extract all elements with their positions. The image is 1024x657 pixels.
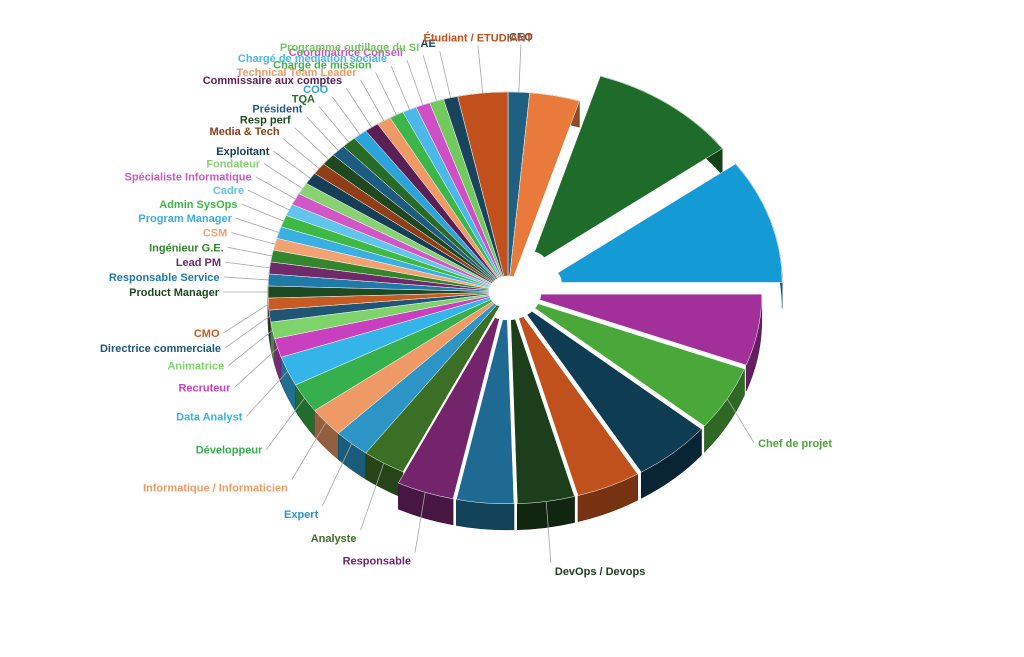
slice-label-19: CMO [194,328,220,340]
pie-slice-43 [457,91,509,277]
slice-label-35: COO [303,84,329,96]
pie-slice-8 [510,318,575,504]
leader-line-13 [291,422,327,480]
slice-label-5: Chef de projet [758,438,832,450]
slice-label-39: Chargé de médiation sociale [238,53,387,65]
slice-label-40: Coordinatrice Conseil [289,47,403,59]
leader-line-11 [360,463,385,531]
slice-label-31: Media & Tech [210,126,280,138]
pie-slice-6 [526,310,702,473]
slice-label-8: DevOps / Devops [555,566,645,578]
slice-label-42: AE [421,38,436,50]
pie-leader-lines [223,44,755,564]
slice-label-14: Développeur [196,444,263,456]
leader-line-12 [321,443,352,507]
pie-slice-9 [456,319,515,505]
pie-slice-5 [534,303,745,427]
leader-line-8 [545,501,552,564]
slice-label-18: Directrice commerciale [100,343,221,355]
slice-label-28: Spécialiste Informatique [124,172,251,184]
slice-label-25: Program Manager [138,213,232,225]
leader-line-21 [223,276,269,281]
pie-labels: CEO Chef de projet DevOps / Devops Responsa… [100,31,832,578]
pie-slice-2 [534,75,723,258]
leader-line-35 [331,96,361,135]
leader-line-39 [390,65,410,110]
pie-slice-4 [539,293,763,366]
slice-label-16: Recruteur [178,382,231,394]
leader-line-14 [266,397,305,450]
slice-label-13: Informatique / Informaticien [143,483,288,495]
leader-line-40 [406,59,424,106]
leader-line-36 [345,87,373,128]
leader-line-18 [224,315,270,349]
leader-line-17 [228,330,273,366]
slice-label-24: CSM [203,228,227,240]
leader-line-10 [414,492,426,553]
leader-line-15 [246,371,288,417]
leader-line-30 [273,150,311,179]
leader-line-26 [241,203,284,222]
leader-line-27 [247,189,290,211]
slice-label-32: Resp perf [240,115,291,127]
slice-label-30: Exploitant [216,146,270,158]
leader-line-29 [263,163,303,189]
leader-line-37 [360,79,385,122]
leader-line-33 [306,116,339,151]
slice-label-10: Responsable [343,555,411,567]
slice-label-33: Président [252,104,302,116]
leader-line-24 [231,232,276,245]
slice-label-21: Responsable Service [109,272,220,284]
leader-line-5 [726,398,755,444]
slice-label-23: Ingénieur G.E. [149,242,224,254]
leader-line-41 [422,55,437,102]
pie-slice-10 [398,317,500,500]
leader-line-22 [225,261,270,269]
pie-tops [267,75,783,505]
slice-label-22: Lead PM [176,257,221,269]
leader-line-31 [283,138,320,169]
slice-label-0: CEO [509,31,533,43]
pie-slice-1 [509,92,580,278]
leader-line-25 [235,217,279,233]
leader-line-34 [318,106,350,143]
slice-label-29: Fondateur [206,159,260,171]
slice-label-20: Product Manager [129,287,220,299]
slice-label-15: Data Analyst [176,411,243,423]
slice-label-41: Programme outillage du SI [280,42,419,54]
leader-line-0 [518,44,522,93]
leader-line-28 [255,176,296,200]
leader-line-43 [477,45,484,94]
slice-label-34: TQA [292,93,315,105]
leader-line-42 [439,51,451,98]
slice-label-11: Analyste [311,533,357,545]
pie-slice-7 [518,316,639,496]
slice-label-38: Chargé de mission [273,59,372,71]
pie-slice-3 [557,163,783,283]
leader-line-16 [234,347,278,388]
slice-label-37: Technical Team Leader [237,67,358,79]
leader-line-38 [375,72,397,116]
slice-label-43: Étudiant / ETUDIANT [424,31,533,44]
slice-label-17: Animatrice [167,361,224,373]
slice-label-26: Admin SysOps [159,199,237,211]
leader-line-32 [294,127,329,160]
slice-label-12: Expert [284,509,319,521]
leader-line-23 [227,246,273,257]
leader-line-19 [223,303,269,334]
slice-label-27: Cadre [213,185,244,197]
slice-label-36: Commissaire aux comptes [203,75,342,87]
